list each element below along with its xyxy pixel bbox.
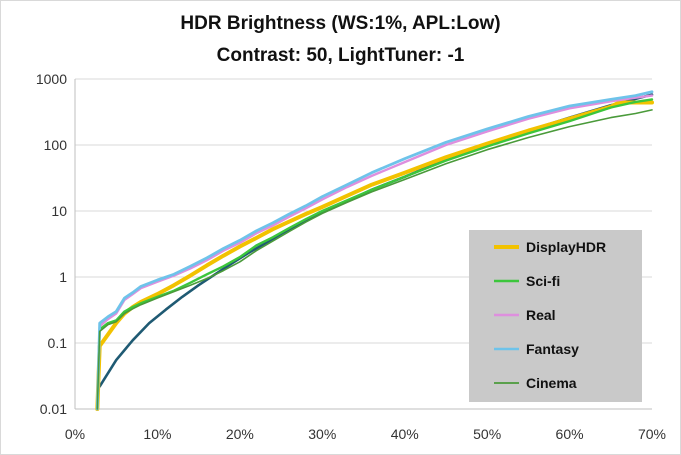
legend-label: Sci-fi [526, 273, 560, 289]
series-line-sci-fi [96, 98, 654, 411]
series-line-cinema [96, 109, 653, 410]
x-tick-label: 40% [391, 426, 419, 442]
chart-title: HDR Brightness (WS:1%, APL:Low) [180, 13, 501, 34]
tick-labels: 0.01 0.1 1 10 100 1000 0% 10% 20% 30% 40% 50% 60% 70% [36, 71, 666, 442]
y-tick-label: 10 [51, 203, 67, 219]
y-tick-label: 0.01 [40, 401, 67, 417]
y-tick-label: 0.1 [48, 335, 68, 351]
x-tick-label: 0% [65, 426, 85, 442]
legend-label: Real [526, 307, 556, 323]
chart-subtitle: Contrast: 50, LightTuner: -1 [216, 45, 465, 66]
x-tick-label: 10% [143, 426, 171, 442]
x-tick-label: 30% [308, 426, 336, 442]
y-tick-label: 1000 [36, 71, 67, 87]
x-tick-label: 70% [638, 426, 666, 442]
series-line-real [96, 94, 654, 411]
axes [74, 79, 652, 410]
legend: DisplayHDR Sci-fi Real Fantasy Cinema [469, 230, 642, 402]
x-tick-label: 20% [226, 426, 254, 442]
series-line-fantasy [95, 90, 654, 411]
x-tick-label: 50% [473, 426, 501, 442]
legend-label: Fantasy [526, 341, 579, 357]
legend-label: Cinema [526, 375, 577, 391]
x-tick-label: 60% [556, 426, 584, 442]
y-tick-label: 1 [59, 269, 67, 285]
series-lines [95, 90, 654, 411]
y-tick-label: 100 [44, 137, 68, 153]
legend-label: DisplayHDR [526, 239, 606, 255]
